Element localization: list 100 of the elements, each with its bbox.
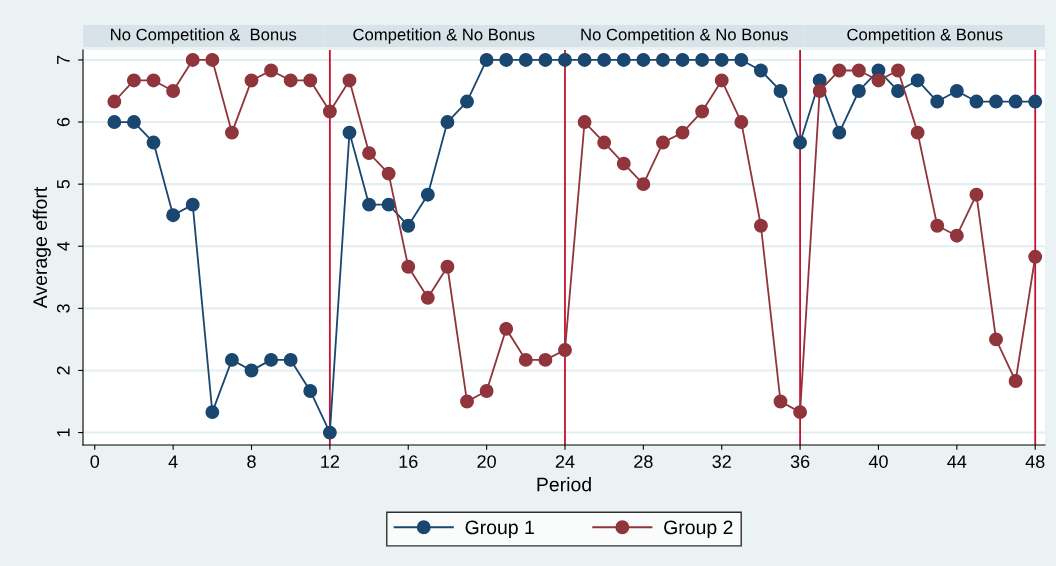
text: Competition & Bonus [847,28,1003,44]
point [166,84,181,98]
point [107,115,122,129]
x-tick-label: 8 [247,455,256,468]
point [793,135,808,150]
point [558,343,572,357]
point [460,394,474,409]
point [832,125,847,140]
point [910,125,925,140]
point [714,73,729,88]
x-tick-label: 48 [1025,455,1045,468]
x-tick-label: 32 [712,455,731,468]
x-tick-label: 40 [868,455,888,468]
point [205,52,220,67]
point [695,104,710,119]
point [655,135,670,150]
y-tick-label: 2 [56,366,70,375]
point [185,197,200,212]
point [244,363,259,378]
point [851,63,866,78]
point [420,290,435,305]
y-tick-label: 3 [56,304,70,313]
point [146,73,161,88]
point [166,208,181,223]
point [322,425,337,440]
point [224,352,239,367]
point [518,352,533,367]
legend-label: Group 1 [465,520,534,539]
point [753,218,768,233]
y-tick-label: 1 [57,428,70,437]
point [891,84,906,98]
x-tick-label: 20 [477,455,496,468]
point [616,52,631,67]
point [362,197,376,212]
point [205,405,220,420]
point [714,52,729,67]
point [577,52,592,67]
point [126,115,141,129]
point [773,394,788,409]
point [518,52,533,67]
x-tick-label: 24 [555,455,575,468]
point [146,135,161,150]
point [264,63,279,78]
point [577,115,592,129]
point [1028,94,1043,109]
point [871,73,886,88]
point [126,73,141,88]
text: No Competition & Bonus [111,28,297,44]
point [381,197,396,212]
point [734,52,749,67]
point [910,73,925,88]
point [675,52,690,67]
point [460,94,474,109]
x-axis-title: Period [537,477,591,492]
point [636,177,651,192]
point [1028,249,1043,264]
point [851,84,866,98]
point [558,52,572,67]
point [342,125,357,140]
y-tick-label: 6 [56,117,70,127]
x-tick-label: 36 [790,455,810,468]
x-tick-label: 44 [947,455,967,468]
point [283,73,298,88]
point [499,321,514,336]
point [793,405,808,420]
point [283,352,298,367]
point [1008,94,1023,109]
y-axis-title: Average effort [32,186,51,309]
x-tick-label: 28 [634,455,653,468]
x-tick-label: 12 [321,455,339,468]
y-tick-label: 7 [57,55,70,65]
point [969,187,984,202]
point [538,352,553,367]
point [264,352,279,367]
point [597,52,612,67]
legend-label: Group 2 [664,520,733,539]
point [322,104,337,119]
point [499,52,514,67]
point [969,94,984,109]
x-tick-label: 4 [168,455,178,468]
point [989,94,1003,109]
point [185,52,200,67]
point [753,63,768,78]
text: No Competition & No Bonus [581,28,788,44]
point [479,52,494,67]
text: Competition & No Bonus [353,28,535,44]
point [675,125,690,140]
point [303,384,318,398]
point [949,84,964,98]
point [812,84,827,98]
point [440,259,455,274]
point [342,73,357,88]
point [381,166,396,181]
y-tick-label: 5 [57,179,70,189]
point [773,84,788,98]
point [636,52,651,67]
point [440,115,455,129]
point [616,156,631,171]
point [244,73,259,88]
point [891,63,906,78]
